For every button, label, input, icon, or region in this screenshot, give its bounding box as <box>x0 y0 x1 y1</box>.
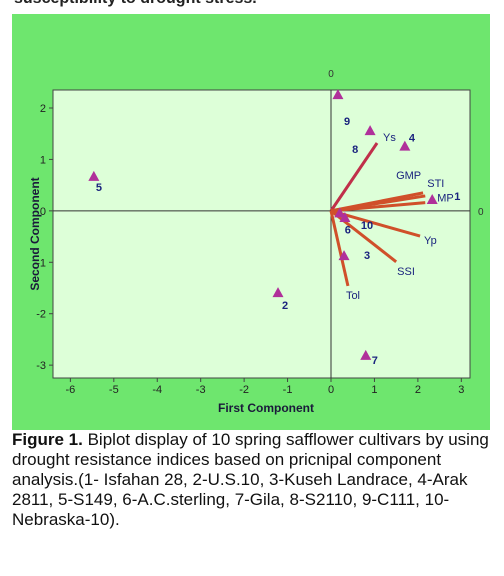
x-tick-label: -3 <box>196 384 206 396</box>
vector-label: Ys <box>383 132 396 144</box>
x-tick-label: 0 <box>328 384 334 396</box>
y-tick-label: -1 <box>36 257 46 269</box>
y-axis-label: Second Component <box>28 177 42 290</box>
vector-label: SSI <box>397 266 415 278</box>
point-label: 6 <box>345 224 351 236</box>
x-tick-label: -4 <box>152 384 162 396</box>
y-tick-label: -2 <box>36 309 46 321</box>
cultivar-point <box>360 349 372 360</box>
y-tick-label: 1 <box>40 154 46 166</box>
point-label: 1 <box>454 191 460 203</box>
point-label: 9 <box>344 116 350 128</box>
point-label: 7 <box>372 355 378 367</box>
point-label: 4 <box>409 133 416 145</box>
cultivar-point <box>338 250 350 261</box>
cultivar-point <box>339 212 351 223</box>
loading-vector <box>329 142 379 212</box>
x-tick-label: -5 <box>109 384 119 396</box>
x-tick-label: 3 <box>458 384 464 396</box>
point-label: 5 <box>96 182 102 194</box>
y-tick-label: 0 <box>40 206 46 218</box>
x-tick-label: -1 <box>283 384 293 396</box>
loading-vector <box>329 210 350 287</box>
x-tick-label: -6 <box>65 384 75 396</box>
cultivar-point <box>364 125 376 136</box>
x-tick-label: 2 <box>415 384 421 396</box>
vector-label: MP <box>437 193 454 205</box>
cultivar-point <box>332 89 344 100</box>
point-label: 2 <box>282 300 288 312</box>
point-label: 8 <box>352 144 358 156</box>
cultivar-point <box>334 207 346 218</box>
vector-label: Tol <box>346 290 360 302</box>
cultivar-point <box>88 170 100 181</box>
y-tick-label: -3 <box>36 360 46 372</box>
x-tick-label: -2 <box>239 384 249 396</box>
cultivar-point <box>272 287 284 298</box>
reference-label: 0 <box>328 69 334 80</box>
vector-label: STI <box>427 178 444 190</box>
header-text: susceptibility to drought stress. <box>14 0 257 8</box>
chart: First Component Second Component -6 -5 -4 -… <box>12 14 490 430</box>
point-label: 3 <box>364 250 370 262</box>
caption: Figure 1. Biplot display of 10 spring sa… <box>12 430 492 530</box>
caption-text: Biplot display of 10 spring safflower cu… <box>12 430 489 529</box>
cultivar-point <box>426 194 438 205</box>
caption-bold: Figure 1. <box>12 430 83 449</box>
x-axis-label: First Component <box>218 401 314 415</box>
point-label: 10 <box>361 220 373 232</box>
plot-area <box>52 89 471 379</box>
reference-label: 0 <box>478 207 484 218</box>
y-tick-label: 2 <box>40 103 46 115</box>
x-tick-label: 1 <box>371 384 377 396</box>
cultivar-point <box>399 140 411 151</box>
loading-vector <box>330 201 426 213</box>
vector-label: GMP <box>396 170 421 182</box>
vector-label: Yp <box>424 235 437 247</box>
